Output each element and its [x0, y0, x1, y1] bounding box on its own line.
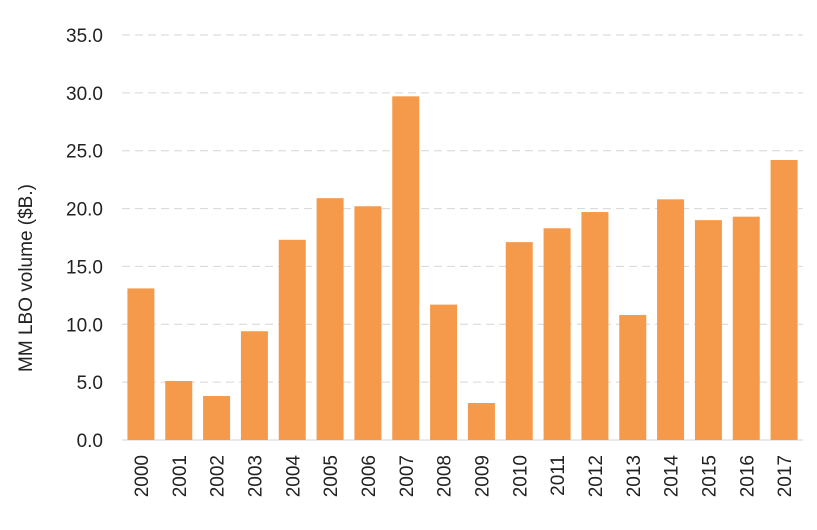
x-tick-label: 2005 — [321, 455, 342, 497]
bar-2014 — [657, 199, 685, 440]
x-tick-label: 2001 — [170, 455, 191, 497]
bar-2010 — [505, 242, 533, 440]
bar-2017 — [770, 159, 798, 440]
bar-2009 — [467, 402, 495, 440]
x-tick-label: 2007 — [397, 455, 418, 497]
y-tick-label: 35.0 — [66, 26, 103, 47]
x-tick-label: 2006 — [359, 455, 380, 497]
bar-2012 — [581, 212, 609, 440]
bar-2011 — [543, 228, 571, 440]
y-tick-label: 25.0 — [66, 142, 103, 163]
x-tick-label: 2016 — [737, 455, 758, 497]
bar-2008 — [430, 304, 458, 440]
x-tick-label: 2002 — [208, 455, 229, 497]
x-tick-label: 2004 — [283, 455, 304, 498]
x-tick-label: 2015 — [699, 455, 720, 497]
x-tick-label: 2003 — [245, 455, 266, 497]
x-tick-label: 2017 — [775, 455, 796, 497]
y-tick-label: 15.0 — [66, 257, 103, 278]
x-axis-ticks: 2000 2001 2002 2003 2004 2005 2006 2007 2008 2009… — [132, 455, 796, 498]
bar-2000 — [127, 288, 155, 440]
bar-2015 — [694, 220, 722, 440]
x-tick-label: 2009 — [472, 455, 493, 497]
bar-2004 — [278, 239, 306, 440]
bar-2005 — [316, 198, 344, 440]
bars — [127, 96, 798, 440]
y-tick-label: 20.0 — [66, 200, 103, 221]
x-tick-label: 2011 — [548, 455, 569, 496]
y-tick-label: 10.0 — [66, 315, 103, 336]
bar-2002 — [203, 396, 231, 440]
y-axis-ticks: 0.0 5.0 10.0 15.0 20.0 25.0 30.0 35.0 — [66, 26, 103, 452]
bar-2016 — [732, 216, 760, 440]
y-tick-label: 5.0 — [77, 373, 103, 394]
x-tick-label: 2008 — [435, 455, 456, 497]
x-tick-label: 2000 — [132, 455, 153, 497]
bar-2001 — [165, 380, 193, 440]
x-tick-label: 2010 — [510, 455, 531, 497]
bar-2003 — [240, 331, 268, 440]
y-axis-title: MM LBO volume ($B.) — [16, 184, 37, 372]
x-tick-label: 2013 — [624, 455, 645, 497]
y-tick-label: 0.0 — [77, 431, 103, 452]
bar-2006 — [354, 206, 382, 440]
x-tick-label: 2014 — [662, 455, 683, 498]
gridlines — [122, 34, 803, 441]
bar-2013 — [619, 315, 647, 440]
y-tick-label: 30.0 — [66, 84, 103, 105]
bar-2007 — [392, 96, 420, 440]
x-tick-label: 2012 — [586, 455, 607, 497]
